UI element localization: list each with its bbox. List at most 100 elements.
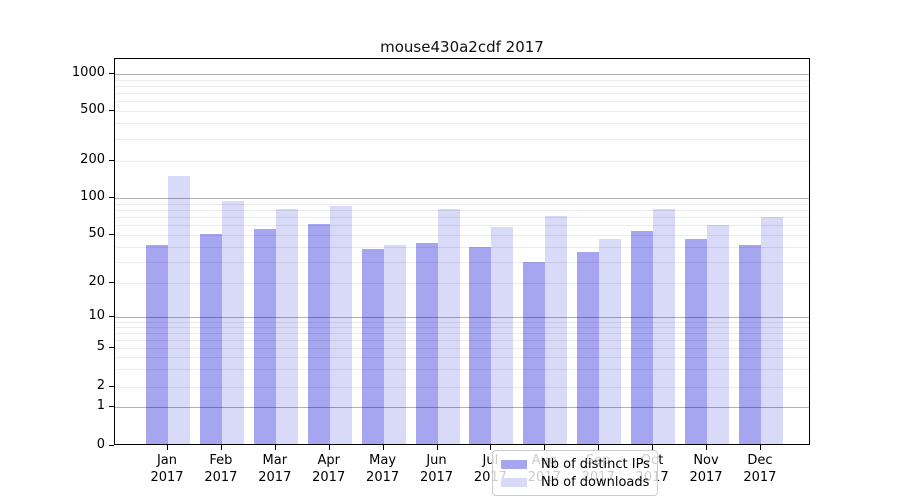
y-tick-mark-50 xyxy=(109,234,114,235)
x-tick-year: 2017 xyxy=(258,470,292,485)
bar-distinct-ips-Nov-2017 xyxy=(685,238,707,444)
bar-downloads-Jul-2017 xyxy=(491,226,514,444)
gridline-minor-700 xyxy=(115,93,809,95)
gridline-minor-600 xyxy=(115,101,809,103)
x-tick-mark-dec xyxy=(759,445,761,450)
y-tick-label-1000: 1000 xyxy=(71,65,105,80)
x-tick-label-nov: Nov 2017 xyxy=(679,452,733,486)
y-tick-mark-1 xyxy=(109,406,114,407)
bar-distinct-ips-Dec-2017 xyxy=(738,244,761,444)
y-tick-mark-20 xyxy=(109,282,114,283)
gridline-minor-7 xyxy=(115,332,809,334)
x-tick-year: 2017 xyxy=(689,470,723,485)
bar-downloads-Jun-2017 xyxy=(437,209,460,444)
y-tick-label-10: 10 xyxy=(88,308,105,323)
gridline-minor-400 xyxy=(115,123,809,125)
gridline-minor-30 xyxy=(115,261,809,263)
plot-area: Nb of distinct IPs Nb of downloads xyxy=(114,58,810,496)
bars-layer xyxy=(115,59,809,444)
x-tick-year: 2017 xyxy=(743,470,777,485)
legend-row-downloads: Nb of downloads xyxy=(501,474,657,490)
x-tick-label-jun: Jun 2017 xyxy=(410,452,464,486)
x-tick-mark-may xyxy=(382,445,384,450)
y-tick-label-1: 1 xyxy=(96,398,105,413)
x-tick-mark-oct xyxy=(652,445,654,450)
y-tick-label-50: 50 xyxy=(88,226,105,241)
gridline-minor-900 xyxy=(115,79,809,81)
y-tick-mark-5 xyxy=(109,347,114,348)
gridline-minor-3 xyxy=(115,369,809,371)
x-tick-year: 2017 xyxy=(419,470,454,485)
x-tick-month: Mar xyxy=(262,453,288,468)
y-tick-label-2: 2 xyxy=(96,377,105,393)
bar-downloads-Jan-2017 xyxy=(168,176,190,444)
x-tick-mark-feb xyxy=(220,445,222,450)
x-tick-label-dec: Dec 2017 xyxy=(733,452,787,486)
gridline-major-1 xyxy=(115,407,809,408)
bar-distinct-ips-Jan-2017 xyxy=(146,244,168,444)
bar-distinct-ips-Oct-2017 xyxy=(631,230,654,444)
gridline-major-100 xyxy=(115,198,809,199)
bar-distinct-ips-Aug-2017 xyxy=(523,261,546,444)
gridline-minor-4 xyxy=(115,357,809,359)
bar-downloads-Aug-2017 xyxy=(545,215,568,444)
y-tick-label-200: 200 xyxy=(80,152,105,167)
y-tick-label-5: 5 xyxy=(96,339,105,354)
legend: Nb of distinct IPs Nb of downloads xyxy=(492,450,658,496)
y-tick-label-20: 20 xyxy=(88,274,105,289)
bar-downloads-Nov-2017 xyxy=(707,225,729,444)
bar-downloads-Apr-2017 xyxy=(329,205,352,444)
bar-downloads-Feb-2017 xyxy=(221,201,244,444)
x-tick-month: Jun xyxy=(426,453,447,468)
legend-row-distinct-ips: Nb of distinct IPs xyxy=(501,456,657,472)
gridline-minor-6 xyxy=(115,339,809,341)
bar-downloads-Dec-2017 xyxy=(760,217,783,444)
x-tick-label-mar: Mar 2017 xyxy=(248,452,302,486)
bar-distinct-ips-May-2017 xyxy=(361,248,384,444)
x-tick-mark-nov xyxy=(706,445,707,450)
legend-swatch-distinct-ips xyxy=(501,459,527,469)
x-tick-month: Apr xyxy=(317,453,340,468)
gridline-minor-50 xyxy=(115,235,809,236)
x-tick-mark-jan xyxy=(167,445,168,450)
y-tick-mark-0 xyxy=(109,445,114,446)
bar-downloads-Mar-2017 xyxy=(275,209,298,444)
y-tick-mark-500 xyxy=(109,110,114,111)
gridline-minor-70 xyxy=(115,217,809,219)
x-tick-label-feb: Feb 2017 xyxy=(194,452,248,486)
x-tick-mark-mar xyxy=(274,445,276,450)
gridline-minor-300 xyxy=(115,138,809,140)
x-tick-year: 2017 xyxy=(150,470,184,485)
x-tick-mark-aug xyxy=(544,445,546,450)
x-tick-month: Feb xyxy=(209,453,233,468)
x-tick-month: Jan xyxy=(156,453,178,468)
x-tick-month: Nov xyxy=(693,453,719,468)
y-tick-mark-200 xyxy=(109,160,114,161)
x-tick-mark-jul xyxy=(490,445,492,450)
y-tick-mark-10 xyxy=(109,316,114,317)
y-tick-mark-1000 xyxy=(109,73,114,74)
bar-downloads-Sep-2017 xyxy=(599,238,622,444)
legend-label-downloads: Nb of downloads xyxy=(541,474,650,490)
x-tick-label-apr: Apr 2017 xyxy=(302,452,356,486)
legend-swatch-downloads xyxy=(501,477,527,487)
y-tick-mark-100 xyxy=(109,197,114,198)
gridline-minor-500 xyxy=(115,111,809,112)
bar-distinct-ips-Jul-2017 xyxy=(469,247,492,444)
bar-distinct-ips-Apr-2017 xyxy=(307,224,330,444)
gridline-minor-20 xyxy=(115,283,809,284)
x-tick-month: Dec xyxy=(747,453,773,468)
x-tick-label-jan: Jan 2017 xyxy=(140,452,194,486)
gridline-minor-40 xyxy=(115,246,809,248)
bar-distinct-ips-Jun-2017 xyxy=(415,243,438,444)
legend-label-distinct-ips: Nb of distinct IPs xyxy=(541,456,650,472)
x-tick-mark-jun xyxy=(436,445,438,450)
gridline-minor-2 xyxy=(115,386,809,388)
x-tick-year: 2017 xyxy=(312,470,346,485)
x-tick-year: 2017 xyxy=(366,470,400,485)
gridline-minor-80 xyxy=(115,209,809,211)
gridline-minor-5 xyxy=(115,348,809,349)
y-tick-label-100: 100 xyxy=(80,189,105,204)
bar-downloads-May-2017 xyxy=(383,244,406,444)
